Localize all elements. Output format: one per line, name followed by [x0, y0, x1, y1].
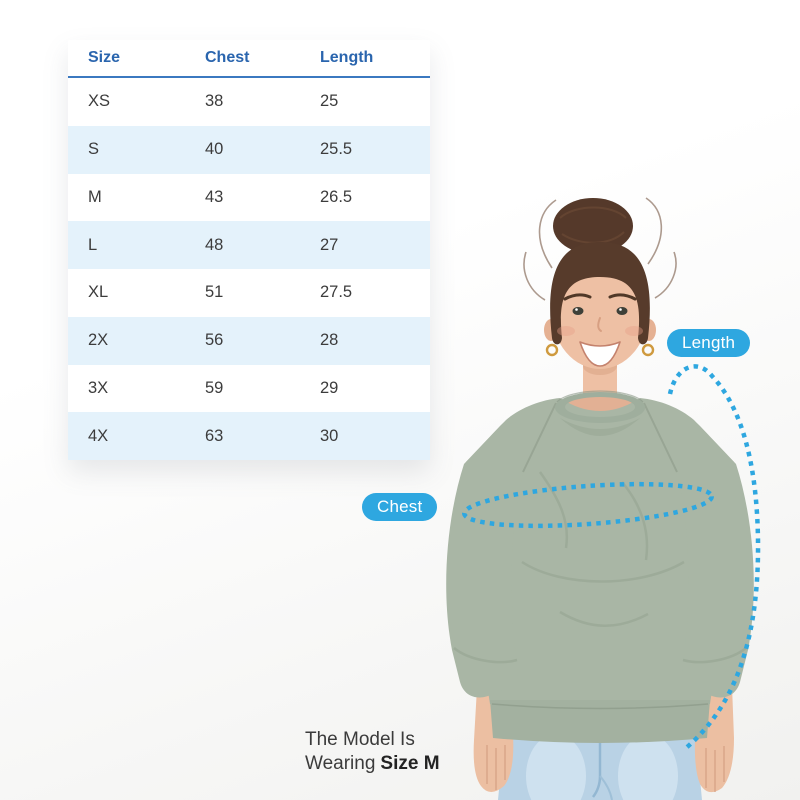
chest-cell: 38: [205, 92, 224, 111]
length-cell: 25.5: [320, 140, 353, 159]
size-cell: S: [88, 140, 100, 159]
earring-left: [545, 343, 559, 357]
length-cell: 30: [320, 426, 339, 445]
size-cell: 4X: [88, 426, 109, 445]
table-row: S 40 25.5: [68, 125, 430, 174]
caption-line1: The Model Is: [305, 729, 415, 750]
size-table-header: Size Chest Length: [68, 40, 430, 78]
chest-cell: 40: [205, 140, 224, 159]
chest-cell: 56: [205, 331, 224, 350]
table-row: 4X 63 30: [68, 412, 430, 460]
length-measure-label[interactable]: Length: [667, 329, 751, 357]
size-cell: M: [88, 187, 102, 206]
size-cell: XS: [88, 92, 111, 111]
sweatshirt: [446, 390, 754, 743]
header-chest: Chest: [205, 49, 250, 66]
size-table-body: XS 38 25 S 40 25.5 M 43 26.5 L 48 27 XL 51 27.5 2X 56 28 3…: [68, 78, 430, 460]
table-row: 3X 59 29: [68, 364, 430, 413]
chest-cell: 51: [205, 283, 224, 302]
size-cell: 2X: [88, 331, 109, 350]
chest-cell: 48: [205, 235, 224, 254]
model-size-caption: The Model Is Wearing Size M: [305, 728, 440, 775]
header-length: Length: [320, 49, 374, 66]
size-cell: XL: [88, 283, 109, 302]
length-cell: 26.5: [320, 187, 353, 206]
caption-size-value: Size M: [380, 752, 440, 774]
length-cell: 28: [320, 331, 339, 350]
chest-measure-label[interactable]: Chest: [362, 493, 438, 521]
earring-right: [641, 343, 655, 357]
hair-bun: [553, 198, 633, 254]
table-row: L 48 27: [68, 221, 430, 269]
size-cell: 3X: [88, 378, 109, 397]
header-size: Size: [88, 49, 121, 66]
length-cell: 25: [320, 92, 339, 111]
length-cell: 29: [320, 378, 339, 397]
caption-line2-prefix: Wearing: [305, 752, 376, 774]
size-table: Size Chest Length XS 38 25 S 40 25.5 M 43 26.5 L 4…: [68, 40, 430, 460]
chest-cell: 59: [205, 378, 224, 397]
chest-cell: 63: [205, 426, 224, 445]
length-cell: 27: [320, 235, 339, 254]
chest-cell: 43: [205, 187, 224, 206]
table-row: 2X 56 28: [68, 316, 430, 365]
hair: [550, 242, 650, 345]
size-cell: L: [88, 235, 98, 254]
table-row: XS 38 25: [68, 78, 430, 126]
chest-measure-line: [462, 481, 714, 529]
model-face: [544, 242, 656, 369]
table-row: M 43 26.5: [68, 173, 430, 222]
table-row: XL 51 27.5: [68, 269, 430, 317]
hair-strands: [523, 197, 677, 301]
length-cell: 27.5: [320, 283, 353, 302]
